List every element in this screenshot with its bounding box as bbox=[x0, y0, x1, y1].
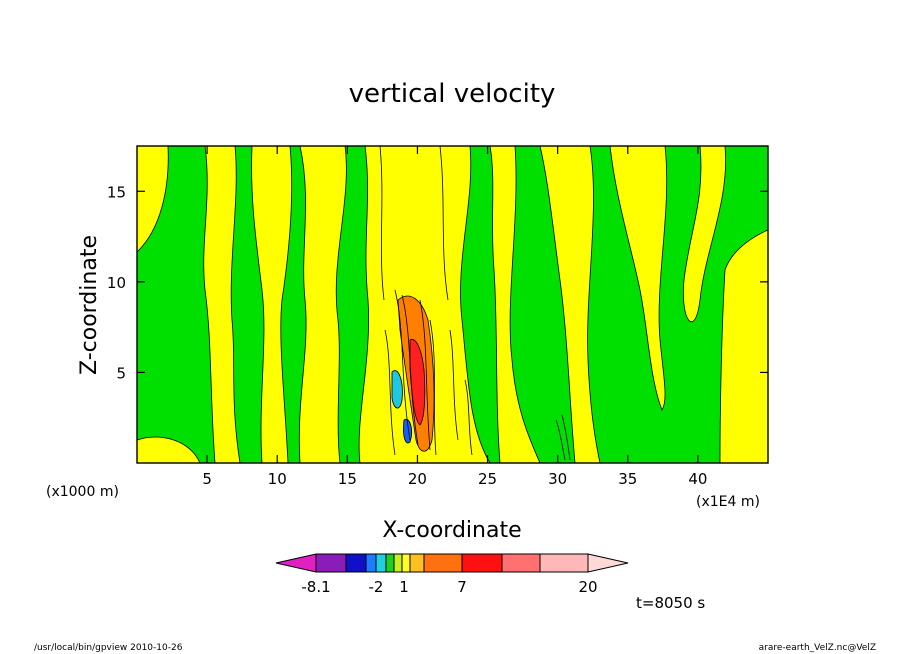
chart-title: vertical velocity bbox=[349, 79, 556, 109]
x-tick-label: 10 bbox=[268, 470, 287, 488]
footer-left: /usr/local/bin/gpview 2010-10-26 bbox=[34, 643, 183, 653]
y-tick-label: 5 bbox=[116, 364, 126, 382]
y-axis-ticks: 5 10 15 bbox=[107, 183, 768, 382]
y-tick-label: 10 bbox=[107, 274, 126, 292]
field-region-cyan bbox=[391, 370, 403, 409]
field-region-yellow bbox=[203, 146, 241, 463]
colorbar-label: 7 bbox=[457, 578, 467, 596]
colorbar-segment bbox=[461, 553, 503, 573]
colorbar-segment bbox=[501, 553, 541, 573]
colorbar-label: -8.1 bbox=[301, 578, 330, 596]
colorbar-min-extension bbox=[275, 553, 317, 573]
field-region-yellow bbox=[489, 146, 541, 463]
colorbar-segment bbox=[539, 553, 589, 573]
y-tick-label: 15 bbox=[107, 183, 126, 201]
field-region-yellow bbox=[137, 146, 169, 253]
plot-area: 5 10 15 20 25 30 35 40 5 10 15 bbox=[107, 145, 769, 488]
field-region-yellow bbox=[251, 146, 293, 463]
x-axis-label: X-coordinate bbox=[382, 518, 521, 543]
field-region-yellow bbox=[682, 146, 727, 323]
colorbar-segment bbox=[315, 553, 347, 573]
colorbar-segment bbox=[423, 553, 463, 573]
field-region-yellow bbox=[719, 229, 768, 463]
colorbar-segment bbox=[393, 553, 403, 573]
colorbar-segment bbox=[375, 553, 387, 573]
colorbar-segment bbox=[409, 553, 425, 573]
footer-right: arare-earth_VelZ.nc@VelZ bbox=[759, 643, 876, 653]
x-tick-label: 35 bbox=[618, 470, 637, 488]
x-axis-ticks: 5 10 15 20 25 30 35 40 bbox=[202, 146, 707, 488]
x-scale-note: (x1E4 m) bbox=[696, 494, 760, 510]
colorbar-label: -2 bbox=[369, 578, 384, 596]
colorbar-label: 20 bbox=[578, 578, 597, 596]
x-tick-label: 40 bbox=[688, 470, 707, 488]
colorbar-max-extension bbox=[587, 553, 629, 573]
contour-lines bbox=[379, 146, 571, 461]
plot-frame bbox=[136, 145, 769, 464]
time-label: t=8050 s bbox=[636, 594, 705, 612]
colorbar-segment bbox=[385, 553, 395, 573]
y-axis-label: Z-coordinate bbox=[77, 235, 102, 375]
colorbar-label: 1 bbox=[399, 578, 409, 596]
field-region-yellow bbox=[539, 146, 601, 463]
colorbar bbox=[275, 553, 629, 573]
velocity-field bbox=[137, 146, 768, 463]
colorbar-segment bbox=[401, 553, 411, 573]
field-region-yellow bbox=[298, 146, 347, 463]
colorbar-segment bbox=[345, 553, 367, 573]
x-tick-label: 20 bbox=[408, 470, 427, 488]
colorbar-segment bbox=[365, 553, 377, 573]
x-tick-label: 5 bbox=[202, 470, 212, 488]
x-tick-label: 30 bbox=[548, 470, 567, 488]
field-region-yellow bbox=[609, 146, 668, 411]
x-tick-label: 25 bbox=[478, 470, 497, 488]
colorbar-labels: -8.1 -2 1 7 20 bbox=[301, 578, 597, 596]
x-tick-label: 15 bbox=[338, 470, 357, 488]
x-units-label: (x1000 m) bbox=[46, 484, 119, 500]
